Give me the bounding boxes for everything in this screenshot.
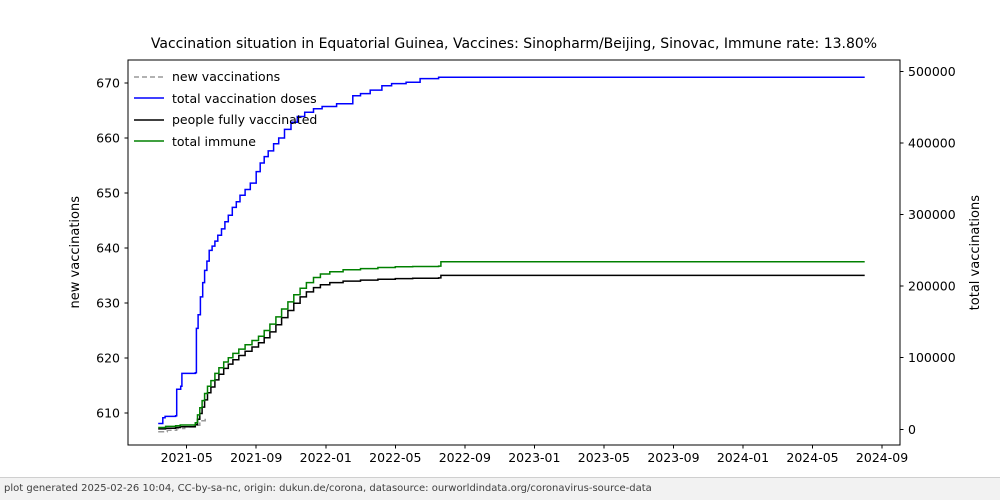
- left-tick-label: 610: [96, 406, 120, 421]
- legend-item-new-vaccinations: new vaccinations: [134, 66, 317, 88]
- x-tick-label: 2022-01: [300, 450, 352, 465]
- series-line-people-fully-vaccinated: [158, 274, 865, 430]
- legend-label: new vaccinations: [172, 69, 281, 85]
- legend-item-total-vaccination-doses: total vaccination doses: [134, 88, 317, 110]
- left-tick-label: 670: [96, 76, 120, 91]
- right-tick-label: 500000: [908, 64, 956, 79]
- right-tick-label: 200000: [908, 279, 956, 294]
- right-tick-label: 300000: [908, 207, 956, 222]
- left-tick-label: 650: [96, 186, 120, 201]
- legend-swatch: [134, 76, 164, 78]
- right-tick-label: 100000: [908, 350, 956, 365]
- legend-swatch: [134, 119, 164, 121]
- series-line-total-immune: [158, 261, 865, 429]
- footer-bar: plot generated 2025-02-26 10:04, CC-by-s…: [0, 477, 1000, 500]
- legend-swatch: [134, 97, 164, 99]
- chart-legend: new vaccinations total vaccination doses p…: [134, 66, 317, 152]
- legend-item-total-immune: total immune: [134, 131, 317, 153]
- legend-label: people fully vaccinated: [172, 112, 318, 128]
- legend-item-people-fully-vaccinated: people fully vaccinated: [134, 109, 317, 131]
- right-tick-label: 0: [908, 422, 916, 437]
- x-tick-label: 2023-05: [578, 450, 630, 465]
- x-tick-label: 2024-09: [856, 450, 908, 465]
- legend-label: total immune: [172, 133, 256, 149]
- x-tick-label: 2023-01: [508, 450, 560, 465]
- x-tick-label: 2021-09: [230, 450, 282, 465]
- chart-title: Vaccination situation in Equatorial Guin…: [150, 36, 878, 52]
- legend-label: total vaccination doses: [172, 90, 317, 106]
- left-tick-label: 660: [96, 131, 120, 146]
- left-tick-label: 630: [96, 296, 120, 311]
- left-tick-label: 640: [96, 241, 120, 256]
- x-tick-label: 2022-05: [369, 450, 421, 465]
- x-tick-label: 2024-05: [786, 450, 838, 465]
- footer-credits: plot generated 2025-02-26 10:04, CC-by-s…: [4, 483, 652, 494]
- x-tick-label: 2022-09: [439, 450, 491, 465]
- axes-frame: [127, 59, 901, 446]
- series-line-total-vaccination-doses: [158, 76, 865, 425]
- left-tick-label: 620: [96, 351, 120, 366]
- x-tick-label: 2023-09: [647, 450, 699, 465]
- legend-swatch: [134, 140, 164, 142]
- x-tick-label: 2024-01: [717, 450, 769, 465]
- x-tick-label: 2021-05: [161, 450, 213, 465]
- right-tick-label: 400000: [908, 136, 956, 151]
